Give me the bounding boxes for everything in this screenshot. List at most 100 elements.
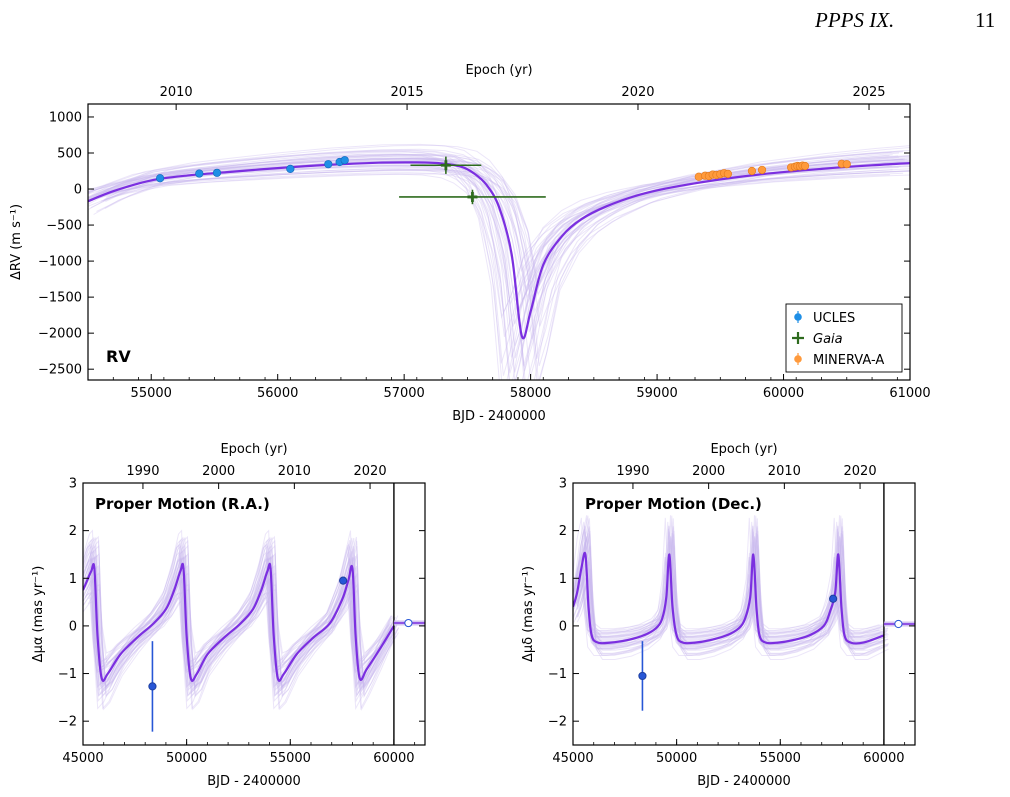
x-tick-label: 60000: [373, 751, 414, 766]
plot-frame: [572, 482, 916, 746]
top-axis-label: Epoch (yr): [465, 63, 532, 78]
y-tick-label: 3: [559, 477, 567, 492]
x-tick-label: 50000: [166, 751, 207, 766]
x-axis-label: BJD - 2400000: [452, 409, 546, 424]
posterior-draw: [83, 550, 391, 711]
panel-label: RV: [106, 347, 131, 366]
posterior-draw: [88, 167, 910, 339]
x-tick-label: 61000: [889, 386, 930, 401]
ucles-point: [286, 164, 295, 173]
legend-label: Gaia: [813, 332, 843, 347]
posterior-draw: [577, 568, 889, 651]
posterior-draw: [83, 576, 391, 665]
x-tick-label: 55000: [760, 751, 801, 766]
y-tick-label: 3: [69, 477, 77, 492]
minerva-a-point: [842, 160, 851, 169]
posterior-draw: [88, 173, 890, 319]
x-tick-label: 50000: [656, 751, 697, 766]
x-axis-label: BJD - 2400000: [207, 774, 301, 789]
plot-frame: [87, 103, 911, 381]
y-axis-label: Δμδ (mas yr⁻¹): [521, 566, 536, 662]
posterior-draw: [577, 544, 889, 654]
x-tick-label: 55000: [270, 751, 311, 766]
posterior-draw: [88, 170, 910, 303]
ucles-point: [340, 156, 349, 165]
ucles-point: [195, 169, 204, 178]
posterior-draw: [88, 158, 904, 325]
running-title: PPPS IX.: [815, 8, 895, 32]
posterior-draw: [93, 169, 910, 299]
posterior-draw: [87, 587, 400, 664]
page-number: 11: [975, 8, 996, 32]
posterior-draw: [83, 550, 394, 685]
posterior-draw: [576, 577, 889, 645]
x-tick-label: 58000: [510, 386, 551, 401]
y-tick-label: 1: [69, 572, 77, 587]
posterior-draw: [88, 172, 904, 303]
posterior-draw: [88, 168, 893, 337]
posterior-draw: [88, 158, 905, 318]
posterior-draw: [84, 575, 397, 685]
posterior-draw: [83, 556, 392, 670]
chart-panel-1: 45000 50000 55000 60000 1990 2000 2010 2020 3 2 1 0…: [31, 442, 426, 789]
y-tick-label: 2: [559, 524, 567, 539]
posterior-draw: [87, 572, 399, 688]
y-tick-label: −1000: [38, 255, 82, 270]
posterior-draw: [96, 163, 910, 378]
pm-point: [638, 671, 647, 681]
plot-frame: [82, 482, 426, 746]
chart-panel-0: 55000 56000 57000 58000 59000 60000 61000 2010 2…: [9, 63, 931, 424]
posterior-draw: [576, 573, 889, 634]
posterior-draw: [95, 154, 910, 333]
posterior-draw: [100, 169, 910, 295]
posterior-draw: [576, 534, 889, 656]
legend-label: UCLES: [813, 311, 855, 326]
ucles-point: [324, 160, 333, 169]
posterior-draw: [88, 166, 899, 306]
posterior-draw: [83, 574, 390, 672]
posterior-draw: [88, 154, 899, 374]
posterior-draw: [573, 566, 886, 639]
minerva-a-point: [800, 161, 810, 171]
y-tick-label: 1: [559, 572, 567, 587]
pm-point: [404, 618, 413, 628]
posterior-draw: [90, 148, 910, 368]
y-tick-label: −1: [58, 667, 77, 682]
y-tick-label: −500: [46, 219, 82, 234]
posterior-draw: [576, 526, 888, 656]
legend-box: [785, 303, 903, 373]
x-tick-label: 55000: [131, 386, 172, 401]
top-axis-label: Epoch (yr): [220, 442, 287, 457]
x-tick-label: 57000: [383, 386, 424, 401]
y-axis-label: ΔRV (m s⁻¹): [9, 204, 24, 280]
y-tick-label: −1: [548, 667, 567, 682]
posterior-draw: [83, 548, 396, 711]
y-tick-label: 1000: [49, 110, 82, 125]
pm-point: [829, 594, 838, 603]
x-tick-label: 59000: [636, 386, 677, 401]
y-tick-label: 0: [559, 619, 567, 634]
posterior-draw: [88, 151, 900, 380]
y-tick-label: 500: [57, 147, 82, 162]
posterior-draw: [573, 577, 885, 643]
posterior-draw: [83, 529, 393, 696]
posterior-draw: [83, 536, 396, 692]
panel-label: Proper Motion (Dec.): [585, 495, 762, 513]
x-tick-label: 60000: [763, 386, 804, 401]
top-tick-label: 1990: [126, 464, 159, 479]
top-axis-label: Epoch (yr): [710, 442, 777, 457]
posterior-draw: [573, 531, 885, 651]
posterior-draw: [573, 585, 886, 648]
posterior-draw: [575, 539, 888, 640]
legend-marker: [792, 332, 804, 344]
y-axis-label: Δμα (mas yr⁻¹): [31, 566, 46, 663]
gaia-point: [467, 191, 478, 202]
top-tick-label: 2020: [621, 85, 654, 100]
x-tick-label: 56000: [257, 386, 298, 401]
y-tick-label: −2000: [38, 327, 82, 342]
posterior-draw: [88, 164, 892, 315]
top-tick-label: 2010: [768, 464, 801, 479]
chart-panel-2: 45000 50000 55000 60000 1990 2000 2010 2020 3 2 1 0…: [521, 442, 916, 789]
top-tick-label: 2000: [202, 464, 235, 479]
